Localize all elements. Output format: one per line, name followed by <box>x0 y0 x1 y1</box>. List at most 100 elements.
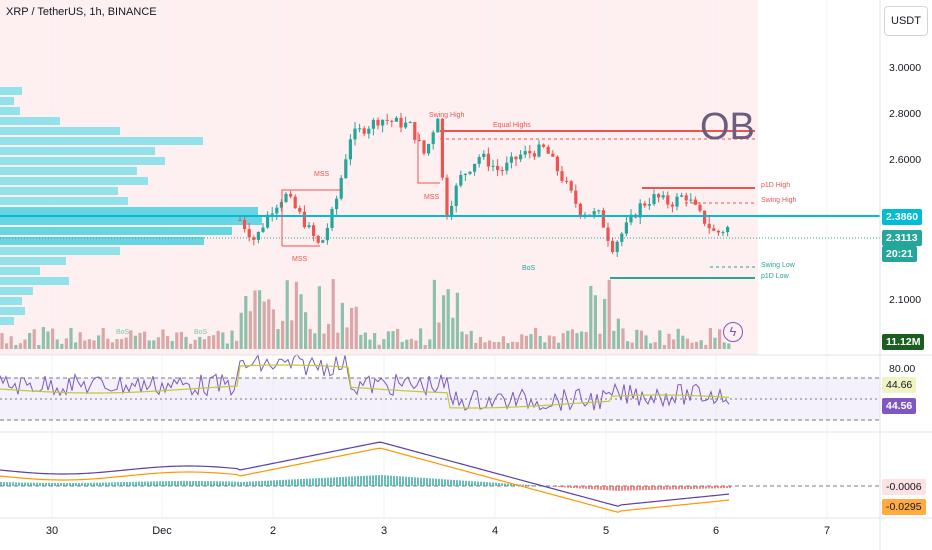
volume-bar <box>322 333 326 349</box>
volume-bar <box>432 279 436 349</box>
candle-body <box>615 241 619 252</box>
volume-bar <box>446 289 450 349</box>
volume-bar <box>69 327 73 349</box>
volume-bar <box>511 341 515 349</box>
volume-bar <box>235 340 239 349</box>
macd-histogram-bar <box>174 481 176 486</box>
volume-bar <box>166 336 170 349</box>
time-label: 2 <box>269 525 277 537</box>
volume-profile-bar <box>0 127 120 135</box>
macd-histogram-bar <box>243 481 245 486</box>
volume-bar <box>644 335 648 349</box>
macd-histogram-bar <box>114 482 116 486</box>
candle-body <box>578 203 582 216</box>
volume-bar <box>313 333 317 349</box>
volume-bar <box>534 327 538 349</box>
volume-bar <box>193 339 197 349</box>
macd-histogram-bar <box>594 486 596 490</box>
candle-body <box>486 153 490 167</box>
price-tick: 2.1000 <box>889 294 922 306</box>
volume-bar <box>405 339 409 349</box>
macd-histogram-bar <box>12 482 14 486</box>
macd-histogram-bar <box>300 479 302 486</box>
volume-bar <box>363 332 367 349</box>
candle-body <box>316 235 320 243</box>
volume-bar <box>690 342 694 349</box>
volume-profile-bar <box>0 247 120 255</box>
volume-bar <box>97 335 101 349</box>
mss-label: MSS <box>292 256 308 263</box>
macd-histogram-bar <box>357 476 359 486</box>
macd-histogram-bar <box>366 475 368 486</box>
macd-histogram-bar <box>270 480 272 486</box>
candle-body <box>312 225 316 236</box>
macd-histogram-bar <box>9 482 11 486</box>
volume-bar <box>566 330 570 349</box>
volume-bar <box>41 327 45 349</box>
volume-bar <box>501 336 505 349</box>
macd-histogram-bar <box>573 486 575 489</box>
macd-histogram-bar <box>372 475 374 486</box>
rsi-ma-tag: 44.66 <box>882 377 917 393</box>
volume-bar <box>133 335 137 349</box>
currency-button[interactable]: USDT <box>884 6 928 36</box>
volume-bar <box>28 332 32 349</box>
candle-body <box>463 173 467 175</box>
volume-profile-bar <box>0 237 204 245</box>
volume-bar <box>253 290 257 349</box>
volume-bar <box>281 320 285 349</box>
macd-histogram-bar <box>261 480 263 486</box>
p1d-high-label: p1D High <box>761 182 791 189</box>
macd-histogram-bar <box>342 476 344 486</box>
macd-histogram-bar <box>564 486 566 488</box>
macd-histogram-bar <box>189 481 191 486</box>
volume-bar <box>460 331 464 349</box>
volume-bar <box>0 333 4 349</box>
macd-histogram-bar <box>42 482 44 486</box>
candle-body <box>716 230 720 233</box>
candle-body <box>666 195 670 205</box>
macd-histogram-bar <box>24 482 26 486</box>
candle-body <box>358 128 362 130</box>
macd-histogram-bar <box>522 484 524 486</box>
candle-body <box>404 122 408 128</box>
volume-bar <box>179 331 183 349</box>
volume-bar <box>83 340 87 349</box>
candle-body <box>703 210 707 224</box>
volume-profile-bar <box>0 167 137 175</box>
volume-bar <box>626 341 630 349</box>
volume-bar <box>552 336 556 349</box>
macd-histogram-bar <box>282 479 284 486</box>
macd-histogram-bar <box>642 486 644 491</box>
candle-body <box>551 153 555 157</box>
volume-bar <box>603 298 607 349</box>
macd-histogram-bar <box>102 482 104 486</box>
macd-histogram-bar <box>255 481 257 486</box>
macd-histogram-bar <box>711 486 713 489</box>
rsi-line <box>0 353 730 411</box>
volume-bar <box>423 344 427 349</box>
volume-bar <box>635 329 639 349</box>
macd-histogram-bar <box>99 482 101 486</box>
macd-histogram-bar <box>663 486 665 490</box>
candle-body <box>606 227 610 241</box>
volume-profile-bar <box>0 267 40 275</box>
volume-bar <box>593 295 597 349</box>
macd-histogram-bar <box>420 477 422 486</box>
lightning-icon[interactable]: ϟ <box>723 322 743 342</box>
macd-histogram-bar <box>294 479 296 486</box>
volume-bar <box>524 335 528 349</box>
macd-histogram-bar <box>468 480 470 486</box>
macd-histogram-bar <box>498 482 500 486</box>
volume-bar <box>120 339 124 349</box>
volume-bar <box>285 280 289 349</box>
time-label: Dec <box>152 525 172 537</box>
time-label: 3 <box>380 525 388 537</box>
macd-histogram-bar <box>333 477 335 486</box>
macd-histogram-bar <box>195 481 197 486</box>
macd-histogram-bar <box>570 486 572 488</box>
volume-bar <box>129 330 133 349</box>
volume-bar <box>308 328 312 349</box>
macd-histogram-bar <box>561 486 563 488</box>
